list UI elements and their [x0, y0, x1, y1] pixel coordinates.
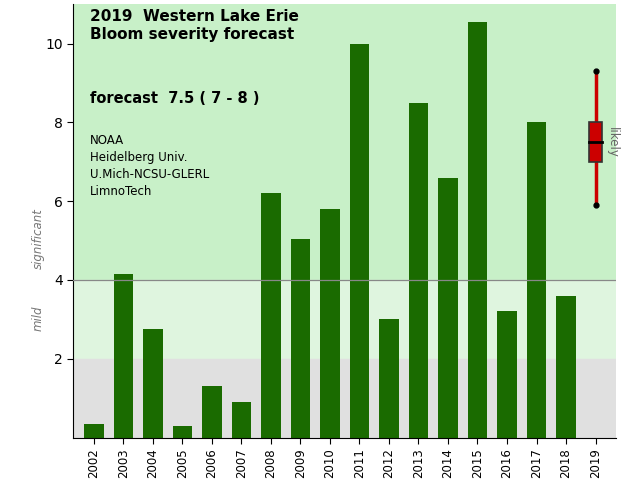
Bar — [173, 426, 192, 438]
Bar — [261, 193, 281, 438]
Bar — [557, 296, 575, 438]
Bar — [73, 4, 616, 280]
Bar — [114, 274, 133, 438]
Text: NOAA
Heidelberg Univ.
U.Mich-NCSU-GLERL
LimnoTech: NOAA Heidelberg Univ. U.Mich-NCSU-GLERL … — [90, 134, 209, 198]
Bar — [439, 177, 457, 438]
Bar — [497, 311, 517, 438]
Text: likely: likely — [606, 127, 618, 158]
Text: 2019  Western Lake Erie
Bloom severity forecast: 2019 Western Lake Erie Bloom severity fo… — [90, 9, 298, 41]
Bar — [202, 387, 222, 438]
Bar — [73, 359, 616, 438]
Text: significant: significant — [32, 208, 44, 268]
Bar — [232, 402, 251, 438]
Bar — [291, 239, 310, 438]
Bar — [527, 122, 546, 438]
Bar — [144, 329, 162, 438]
Bar — [73, 280, 616, 359]
Text: forecast  7.5 ( 7 - 8 ): forecast 7.5 ( 7 - 8 ) — [90, 91, 259, 106]
Bar — [468, 22, 487, 438]
Bar — [320, 209, 339, 438]
Bar — [589, 122, 602, 162]
Bar — [379, 320, 399, 438]
Bar — [350, 43, 369, 438]
Bar — [409, 103, 428, 438]
Bar — [84, 424, 104, 438]
Text: mild: mild — [32, 306, 44, 331]
